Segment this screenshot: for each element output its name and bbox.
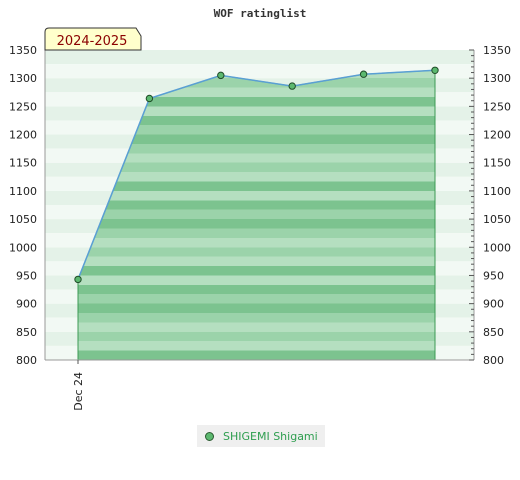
period-badge-text: 2024-2025 (57, 34, 128, 49)
y-tick-label-right: 1200 (483, 129, 511, 142)
band (45, 50, 474, 65)
legend-marker-icon (205, 431, 214, 441)
y-tick-label-right: 800 (483, 354, 504, 367)
data-point (145, 94, 154, 103)
y-tick-label-left: 1300 (9, 72, 37, 85)
y-tick-label-left: 800 (16, 354, 37, 367)
y-tick-label-right: 1100 (483, 185, 511, 198)
data-point (359, 70, 368, 78)
chart-title: WOF ratinglist (214, 7, 307, 20)
y-tick-label-left: 1200 (9, 129, 37, 142)
x-tick-label: Dec 24 (72, 372, 85, 411)
legend: SHIGEMI Shigami (197, 425, 325, 447)
y-tick-label-right: 1000 (483, 241, 511, 254)
line-layer (77, 69, 436, 280)
points-layer (74, 66, 439, 284)
y-tick-label-left: 1350 (9, 44, 37, 57)
y-tick-label-left: 1050 (9, 213, 37, 226)
y-tick-label-left: 1250 (9, 100, 37, 113)
y-tick-label-left: 1150 (9, 157, 37, 170)
data-point (217, 71, 225, 80)
y-tick-label-right: 1150 (483, 157, 511, 170)
y-tick-label-right: 850 (483, 326, 504, 339)
y-tick-label-left: 950 (16, 269, 37, 282)
series-line (77, 69, 436, 280)
legend-label: SHIGEMI Shigami (223, 429, 318, 443)
y-tick-label-left: 900 (16, 298, 37, 311)
y-tick-label-right: 1050 (483, 213, 511, 226)
y-tick-label-right: 1350 (483, 44, 511, 57)
data-point (288, 82, 296, 90)
y-tick-label-right: 1250 (483, 100, 511, 113)
data-point (74, 275, 82, 284)
period-badge: 2024-2025 (44, 27, 142, 51)
y-tick-label-right: 900 (483, 298, 504, 311)
y-tick-label-right: 950 (483, 269, 504, 282)
y-tick-label-left: 1000 (9, 241, 37, 254)
y-tick-label-left: 1100 (9, 185, 37, 198)
axes: 800 800 850 850 900 900 950 950 1000 1000 1050 1050… (9, 44, 511, 411)
data-point (431, 66, 439, 74)
y-tick-label-right: 1300 (483, 72, 511, 85)
y-tick-label-left: 850 (16, 326, 37, 339)
